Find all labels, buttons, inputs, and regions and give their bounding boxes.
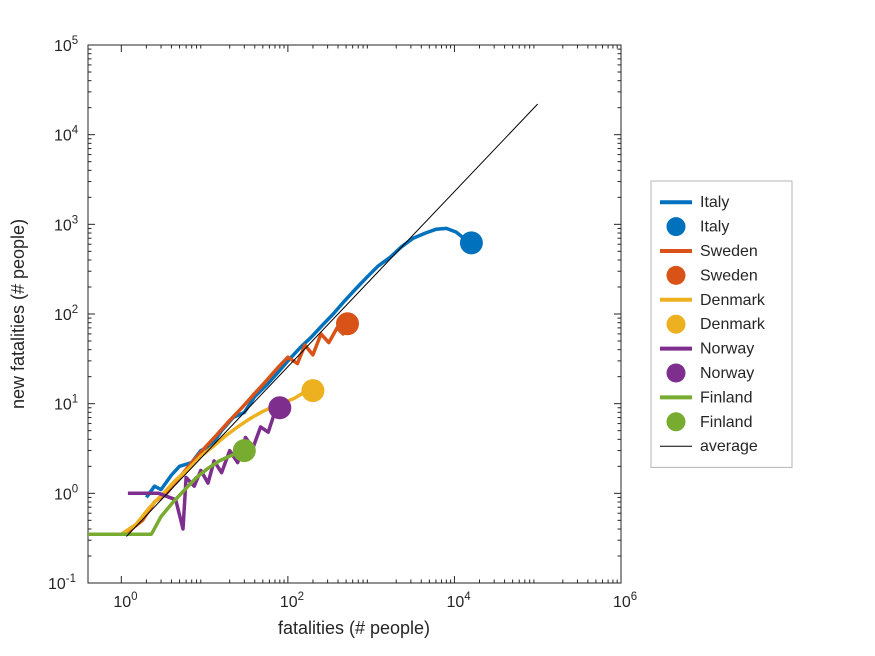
legend-entry-denmark-5: Denmark [666,314,766,334]
y-tick-label: 100 [54,483,78,503]
legend-entry-finland-8: Finland [660,389,752,406]
legend-label: Norway [700,365,754,382]
legend-entry-italy-1: Italy [666,217,729,237]
series-finland-end-marker [232,439,256,463]
y-tick-label: 10-1 [48,573,76,593]
legend-entry-average-10: average [660,438,758,455]
legend-label: average [700,438,758,455]
legend-sample-marker [666,314,686,334]
legend-label: Denmark [700,316,766,333]
legend-entry-norway-6: Norway [660,341,754,358]
legend-entry-finland-9: Finland [666,412,752,432]
y-tick-label: 104 [54,125,79,145]
series-norway-line [127,406,282,531]
legend-sample-marker [666,217,686,237]
legend-entry-norway-7: Norway [666,363,754,383]
legend-entry-sweden-3: Sweden [666,265,758,285]
series-italy-end-marker [459,231,483,255]
y-axis-label: new fatalities (# people) [8,219,28,409]
legend-label: Denmark [700,292,766,309]
y-tick-label: 101 [54,394,78,414]
legend-sample-marker [666,265,686,285]
legend-entry-sweden-2: Sweden [660,243,758,260]
legend-label: Italy [700,219,729,236]
y-tick-label: 102 [54,304,78,324]
y-tick-label: 105 [54,35,78,55]
legend-label: Sweden [700,243,758,260]
x-tick-label: 102 [280,591,304,611]
x-tick-label: 100 [113,591,137,611]
legend-label: Finland [700,389,752,406]
series-average-line [126,103,539,537]
legend-sample-marker [666,363,686,383]
series-denmark-end-marker [301,379,325,403]
legend-sample-marker [666,412,686,432]
axes-box [87,44,622,584]
series-finland-line [88,448,245,536]
legend-label: Finland [700,414,752,431]
series-sweden-end-marker [336,312,359,336]
x-axis-label: fatalities (# people) [278,618,430,638]
legend-label: Italy [700,194,729,211]
x-tick-label: 106 [613,591,637,611]
legend-entry-italy-0: Italy [660,194,729,211]
legend-label: Norway [700,341,754,358]
y-tick-label: 103 [54,214,78,234]
x-tick-label: 104 [446,591,471,611]
legend-label: Sweden [700,267,758,284]
series-norway-end-marker [268,396,292,420]
legend: Italy Italy Sweden Sweden Denmark Denmark Norw… [650,180,793,468]
legend-entry-denmark-4: Denmark [660,292,766,309]
plot-area: 100 102 104 106 10-1 100 101 102 103 104 105 [48,35,637,611]
